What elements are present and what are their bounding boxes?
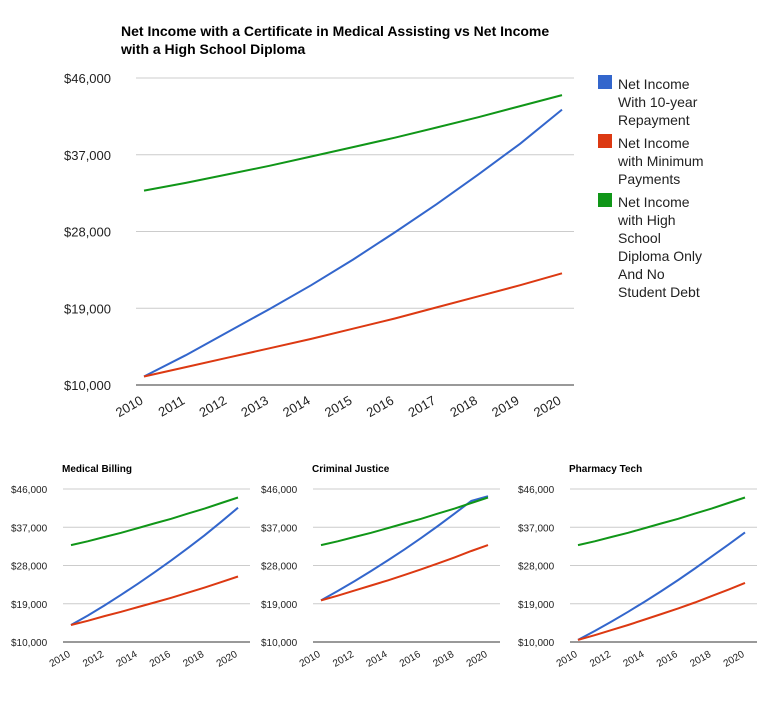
small-chart-3-y-tick-label: $10,000	[518, 638, 555, 649]
main-chart-x-tick-label: 2011	[156, 393, 188, 420]
legend-label-2: Payments	[618, 171, 680, 187]
small-chart-1-x-tick-label: 2010	[48, 649, 73, 670]
main-chart-series-line-3	[143, 94, 563, 192]
legend-label-1: With 10-year	[618, 94, 698, 110]
small-chart-1-x-tick-label: 2016	[148, 649, 173, 670]
main-chart-x-tick-label: 2016	[364, 393, 397, 420]
small-chart-2-x-tick-label: 2014	[365, 649, 390, 670]
small-chart-3-x-tick-label: 2012	[588, 649, 613, 670]
small-chart-2-series-line-1	[320, 495, 489, 602]
small-chart-1-y-tick-label: $46,000	[11, 485, 48, 496]
small-chart-3-series-line-3	[577, 496, 746, 547]
small-chart-2-y-tick-label: $46,000	[261, 485, 298, 496]
small-chart-title-pharmacy-tech: Pharmacy Tech	[569, 464, 642, 475]
main-chart-y-tick-label: $19,000	[64, 301, 111, 316]
legend-label-3: School	[618, 230, 661, 246]
small-chart-2-x-tick-label: 2010	[298, 649, 323, 670]
small-chart-3-x-tick-label: 2016	[655, 649, 680, 670]
main-chart-x-tick-label: 2019	[489, 393, 522, 420]
legend-label-2: with Minimum	[617, 153, 704, 169]
small-chart-title-medical-billing: Medical Billing	[62, 464, 132, 475]
small-chart-3-y-tick-label: $46,000	[518, 485, 555, 496]
main-chart-x-tick-label: 2013	[238, 393, 271, 420]
small-chart-3-x-tick-label: 2020	[722, 649, 747, 670]
small-chart-1-x-tick-label: 2018	[181, 649, 206, 670]
main-chart-series-line-1	[143, 108, 563, 378]
small-chart-pharmacy-tech: $10,000 $19,000 $28,000 $37,000 $46,000 2010 2…	[518, 485, 757, 670]
small-chart-2-series-line-3	[320, 496, 489, 547]
main-chart-x-tick-label: 2015	[322, 393, 355, 420]
small-chart-3-x-tick-label: 2014	[622, 649, 647, 670]
small-chart-1-series-line-1	[70, 506, 239, 626]
legend-swatch-2	[598, 134, 612, 148]
small-chart-medical-billing: $10,000 $19,000 $28,000 $37,000 $46,000 2010 2…	[11, 485, 250, 670]
small-chart-1-x-tick-label: 2014	[115, 649, 140, 670]
small-chart-2-y-tick-label: $10,000	[261, 638, 298, 649]
main-chart-x-tick-label: 2018	[447, 393, 480, 420]
small-chart-2-x-tick-label: 2012	[331, 649, 356, 670]
small-chart-1-y-tick-label: $37,000	[11, 523, 48, 534]
legend-label-3: Diploma Only	[618, 248, 702, 264]
small-chart-2-series-line-2	[320, 544, 489, 602]
small-chart-2-y-tick-label: $19,000	[261, 600, 298, 611]
legend-label-3: And No	[618, 266, 665, 282]
main-legend: Net Income With 10-year Repayment Net Incom…	[598, 75, 704, 300]
main-chart-x-tick-label: 2010	[113, 393, 146, 420]
small-chart-2-y-tick-label: $37,000	[261, 523, 298, 534]
small-chart-1-series-line-2	[70, 575, 239, 626]
main-chart-title-line2: with a High School Diploma	[120, 41, 306, 57]
small-chart-1-x-tick-label: 2012	[81, 649, 106, 670]
legend-label-3: Net Income	[618, 194, 690, 210]
main-chart-y-tick-label: $28,000	[64, 225, 111, 240]
small-chart-3-y-tick-label: $37,000	[518, 523, 555, 534]
small-chart-3-series-line-1	[577, 531, 746, 641]
legend-swatch-3	[598, 193, 612, 207]
small-chart-criminal-justice: $10,000 $19,000 $28,000 $37,000 $46,000 2010 2…	[261, 485, 500, 670]
small-chart-2-x-tick-label: 2016	[398, 649, 423, 670]
small-chart-3-series-line-2	[577, 581, 746, 641]
small-chart-2-y-tick-label: $28,000	[261, 562, 298, 573]
main-chart-y-tick-label: $10,000	[64, 378, 111, 393]
legend-label-1: Net Income	[618, 76, 690, 92]
main-chart-title-line1: Net Income with a Certificate in Medical…	[121, 23, 549, 39]
legend-label-1: Repayment	[618, 112, 690, 128]
small-chart-1-y-tick-label: $28,000	[11, 562, 48, 573]
legend-label-3: with High	[617, 212, 676, 228]
small-chart-3-y-tick-label: $19,000	[518, 600, 555, 611]
small-chart-title-criminal-justice: Criminal Justice	[312, 464, 390, 475]
main-chart-x-tick-label: 2017	[406, 393, 439, 420]
small-chart-1-series-line-3	[70, 496, 239, 547]
small-chart-1-y-tick-label: $10,000	[11, 638, 48, 649]
small-chart-2-x-tick-label: 2020	[465, 649, 490, 670]
legend-label-2: Net Income	[618, 135, 690, 151]
legend-swatch-1	[598, 75, 612, 89]
main-chart-x-tick-label: 2012	[197, 393, 230, 420]
main-chart-y-tick-label: $46,000	[64, 71, 111, 86]
main-chart-series-line-2	[143, 272, 563, 378]
small-chart-3-x-tick-label: 2018	[688, 649, 713, 670]
main-chart-y-tick-label: $37,000	[64, 148, 111, 163]
small-chart-2-x-tick-label: 2018	[431, 649, 456, 670]
small-chart-1-y-tick-label: $19,000	[11, 600, 48, 611]
small-chart-1-x-tick-label: 2020	[215, 649, 240, 670]
legend-label-3: Student Debt	[618, 284, 700, 300]
main-chart-x-tick-label: 2014	[280, 393, 313, 420]
small-chart-3-y-tick-label: $28,000	[518, 562, 555, 573]
main-chart-x-tick-label: 2020	[531, 393, 564, 420]
main-chart: $10,000 $19,000 $28,000 $37,000 $46,000 2010 2…	[64, 71, 574, 420]
small-chart-3-x-tick-label: 2010	[555, 649, 580, 670]
